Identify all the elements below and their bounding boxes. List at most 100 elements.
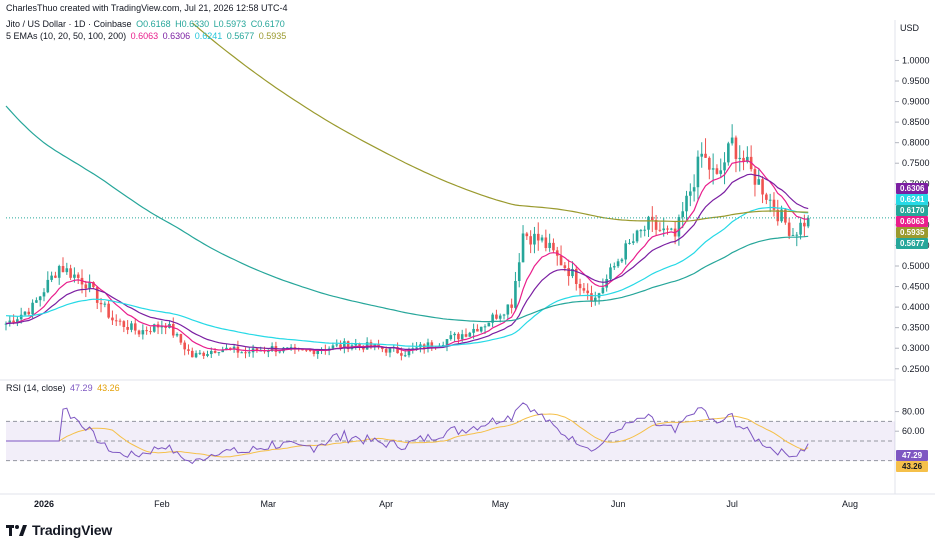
candle-body: [107, 303, 110, 318]
candle-body: [278, 351, 282, 353]
price-label-text: 0.6063: [900, 217, 925, 226]
candle-body: [57, 266, 61, 278]
candle-body: [719, 170, 723, 174]
ema-header[interactable]: 5 EMAs (10, 20, 50, 100, 200) 0.6063 0.6…: [6, 31, 288, 42]
candle-body: [190, 350, 194, 358]
candle-body: [654, 220, 658, 230]
ema100-value: 0.5677: [226, 31, 255, 41]
candle-body: [396, 347, 399, 354]
candle-body: [476, 328, 479, 332]
candle-body: [114, 320, 118, 322]
candle-body: [666, 228, 669, 230]
candle-body: [88, 282, 91, 289]
candle-body: [495, 314, 498, 319]
candle-body: [331, 345, 335, 349]
candle-body: [84, 284, 88, 289]
candle-body: [742, 157, 745, 162]
tradingview-logo-text: TradingView: [32, 522, 113, 538]
candle-body: [780, 209, 783, 222]
candle-body: [118, 320, 122, 322]
candle-body: [525, 233, 529, 237]
candle-body: [753, 169, 757, 185]
candle-body: [460, 334, 464, 340]
candle-body: [700, 153, 704, 157]
candle-body: [708, 157, 711, 170]
candle-body: [122, 321, 126, 327]
candle-body: [795, 234, 799, 236]
candle-body: [651, 216, 654, 221]
x-tick-label: Jul: [726, 499, 738, 509]
candle-body: [111, 317, 114, 321]
y-tick-label: 0.8500: [902, 117, 930, 127]
ohlc-low: L0.5973: [213, 19, 247, 29]
candle-body: [346, 341, 350, 350]
x-tick-label: Mar: [261, 499, 277, 509]
candle-body: [95, 287, 99, 303]
candle-body: [544, 237, 548, 249]
candle-body: [206, 354, 209, 356]
ema200-line: [191, 22, 809, 223]
candle-body: [734, 137, 738, 159]
ohlc-open: O0.6168: [136, 19, 171, 29]
candle-body: [103, 303, 107, 305]
candle-body: [787, 222, 791, 236]
candle-body: [225, 347, 228, 350]
candle-body: [453, 333, 456, 336]
candle-body: [670, 228, 673, 230]
candle-body: [791, 234, 795, 236]
candle-body: [99, 302, 103, 305]
price-label-text: 0.5935: [900, 228, 925, 237]
candle-body: [141, 330, 145, 335]
candle-body: [400, 353, 403, 356]
rsi-ma-line: [6, 413, 809, 458]
candle-body: [92, 282, 95, 288]
candle-body: [711, 168, 715, 170]
candle-body: [510, 304, 513, 308]
rsi-value: 47.29: [70, 383, 93, 393]
candle-body: [472, 328, 475, 333]
candle-body: [145, 330, 148, 332]
candle-body: [358, 343, 361, 346]
candle-body: [681, 211, 685, 218]
x-tick-label: May: [492, 499, 510, 509]
candle-body: [343, 341, 346, 348]
candle-body: [803, 222, 806, 227]
candle-body: [255, 348, 259, 351]
x-tick-label: 2026: [34, 499, 54, 509]
candle-body: [761, 179, 764, 195]
candle-body: [689, 191, 692, 196]
tradingview-logo[interactable]: TradingView: [6, 522, 112, 538]
price-label-box: [896, 194, 928, 205]
candle-body: [521, 233, 525, 263]
candle-body: [316, 350, 320, 355]
candle-body: [179, 334, 183, 343]
candle-body: [76, 274, 80, 278]
candle-body: [130, 323, 133, 330]
candle-body: [126, 326, 129, 330]
candle-body: [692, 187, 696, 192]
y-tick-label: 0.8000: [902, 138, 930, 148]
candle-body: [369, 342, 373, 348]
candle-body: [293, 347, 297, 349]
rsi-header[interactable]: RSI (14, close) 47.29 43.26: [6, 383, 122, 394]
candle-body: [27, 311, 31, 315]
candle-body: [536, 233, 540, 241]
candle-body: [209, 350, 213, 355]
candle-body: [232, 346, 236, 349]
candle-body: [806, 217, 810, 227]
candle-body: [506, 304, 510, 315]
candle-body: [578, 283, 582, 289]
candle-body: [799, 222, 802, 235]
candle-body: [46, 279, 50, 293]
candle-body: [457, 333, 460, 340]
candle-body: [308, 349, 312, 351]
ema-title: 5 EMAs (10, 20, 50, 100, 200): [6, 31, 127, 41]
candle-body: [221, 349, 224, 353]
candle-body: [187, 349, 190, 351]
candle-body: [441, 344, 445, 346]
y-tick-label: 0.5000: [902, 261, 930, 271]
ema100-line: [5, 105, 809, 323]
candle-body: [559, 255, 563, 266]
candle-body: [765, 194, 768, 200]
